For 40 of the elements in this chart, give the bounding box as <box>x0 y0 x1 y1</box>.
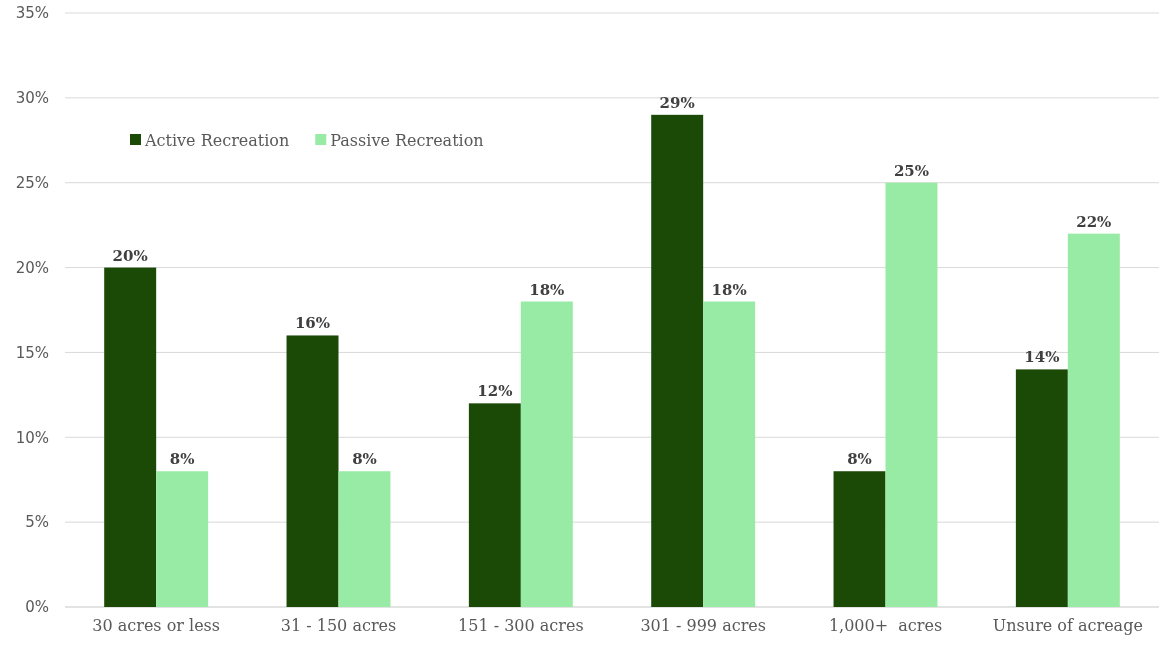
y-tick-label: 25% <box>15 174 49 193</box>
bar <box>286 335 339 607</box>
data-label: 8% <box>352 450 377 469</box>
data-label: 18% <box>711 280 747 299</box>
data-label: 25% <box>893 161 930 180</box>
data-label: 16% <box>294 314 331 333</box>
bar <box>1015 369 1068 607</box>
y-tick-label: 35% <box>15 4 49 23</box>
x-tick-label: 301 - 999 acres <box>640 616 766 636</box>
bar <box>703 301 756 607</box>
bar <box>338 471 391 607</box>
data-label: 14% <box>1024 348 1060 367</box>
x-tick-label: 30 acres or less <box>92 616 221 636</box>
bar <box>651 114 704 607</box>
y-tick-label: 0% <box>25 598 49 617</box>
bar <box>520 301 573 607</box>
y-tick-label: 30% <box>15 89 49 108</box>
x-tick-label: 151 - 300 acres <box>458 616 584 636</box>
bar <box>885 182 938 607</box>
data-label: 12% <box>477 382 513 401</box>
data-label: 29% <box>659 93 695 112</box>
data-label: 8% <box>847 450 872 469</box>
data-label: 18% <box>529 280 565 299</box>
data-label: 8% <box>169 450 195 469</box>
bar <box>468 403 521 607</box>
data-label: 20% <box>112 246 148 265</box>
bar <box>156 471 209 607</box>
y-tick-label: 15% <box>15 343 49 362</box>
bar <box>833 471 886 607</box>
bar <box>1067 233 1120 607</box>
x-tick-label: Unsure of acreage <box>992 616 1143 636</box>
y-tick-label: 10% <box>15 428 49 447</box>
y-tick-label: 20% <box>15 258 49 277</box>
x-tick-label: 1,000+ acres <box>828 616 943 636</box>
y-tick-label: 5% <box>25 513 49 532</box>
x-tick-label: 31 - 150 acres <box>280 616 397 636</box>
bar <box>104 267 157 607</box>
legend-label: Active Recreation <box>144 130 290 150</box>
data-label: 22% <box>1076 212 1112 231</box>
legend-label: Passive Recreation <box>330 130 484 150</box>
